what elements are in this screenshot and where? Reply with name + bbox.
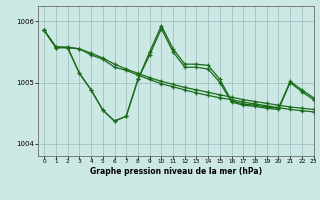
X-axis label: Graphe pression niveau de la mer (hPa): Graphe pression niveau de la mer (hPa) [90,167,262,176]
